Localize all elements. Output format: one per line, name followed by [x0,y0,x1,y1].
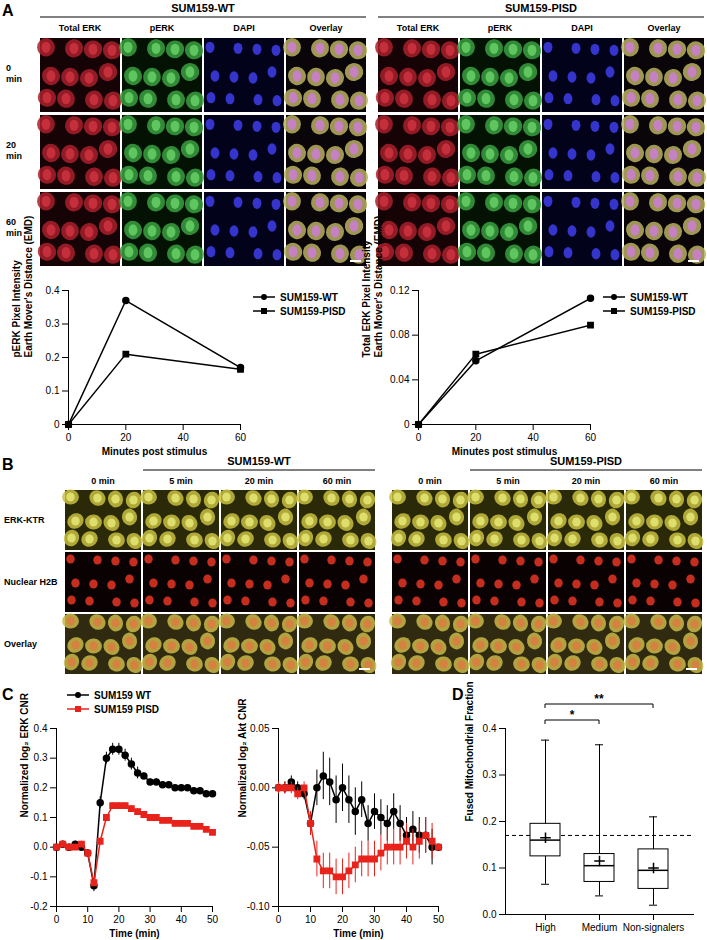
svg-text:0: 0 [66,432,72,443]
svg-text:0.2: 0.2 [46,352,60,363]
svg-text:0.1: 0.1 [34,812,48,823]
svg-text:SUM159-WT: SUM159-WT [227,455,291,467]
svg-text:*: * [570,708,575,722]
svg-text:10: 10 [82,914,94,925]
svg-text:Overlay: Overlay [4,639,37,649]
svg-text:D: D [452,686,464,703]
svg-text:0.2: 0.2 [483,816,497,827]
svg-text:Time (min): Time (min) [109,928,159,939]
svg-text:0 min: 0 min [418,476,442,486]
svg-text:20: 20 [470,432,482,443]
svg-text:0.2: 0.2 [34,782,48,793]
svg-text:0.00: 0.00 [250,782,270,793]
svg-text:0.4: 0.4 [483,723,497,734]
svg-text:pERK: pERK [488,23,513,33]
svg-text:-0.2: -0.2 [30,901,48,912]
svg-text:-0.05: -0.05 [247,841,270,852]
svg-text:0.12: 0.12 [390,285,410,296]
svg-text:Minutes post stimulus: Minutes post stimulus [452,446,558,457]
svg-text:50: 50 [207,914,219,925]
svg-text:Medium: Medium [582,922,618,933]
svg-text:20 min: 20 min [245,476,274,486]
svg-text:20: 20 [113,914,125,925]
svg-text:C: C [2,686,14,703]
svg-text:0 min: 0 min [91,476,115,486]
svg-text:-0.10: -0.10 [247,901,270,912]
svg-text:Overlay: Overlay [309,23,342,33]
html-text:SUM159-PISD: SUM159-PISD [630,305,696,317]
svg-text:Nuclear H2B: Nuclear H2B [4,577,58,587]
svg-text:40: 40 [178,432,190,443]
svg-text:20min: 20min [6,140,22,161]
svg-text:Time (min): Time (min) [333,928,383,939]
svg-text:SUM159-PISD: SUM159-PISD [505,2,577,14]
svg-text:SUM159-PISD: SUM159-PISD [550,455,622,467]
svg-text:0.05: 0.05 [250,723,270,734]
svg-text:5 min: 5 min [169,476,193,486]
svg-text:20: 20 [337,914,349,925]
html-text:SUM159 WT: SUM159 WT [94,689,152,701]
html-text:SUM159-WT: SUM159-WT [630,291,688,303]
svg-text:0: 0 [404,419,410,430]
svg-text:0.3: 0.3 [483,769,497,780]
svg-text:40: 40 [401,914,413,925]
svg-text:Total ERK: Total ERK [59,23,102,33]
svg-text:pERK Pixel IntensityEarth Move: pERK Pixel IntensityEarth Mover's Distan… [11,216,34,358]
svg-text:-0.1: -0.1 [30,871,48,882]
svg-text:0.3: 0.3 [46,318,60,329]
svg-text:A: A [2,2,14,19]
svg-text:40: 40 [528,432,540,443]
svg-text:Minutes post stimulus: Minutes post stimulus [102,446,208,457]
svg-text:Total ERK Pixel IntensityEarth: Total ERK Pixel IntensityEarth Mover's D… [361,216,384,358]
svg-text:50: 50 [433,914,445,925]
svg-text:Total ERK: Total ERK [397,23,440,33]
svg-text:DAPI: DAPI [571,23,593,33]
svg-text:30: 30 [145,914,157,925]
svg-text:20 min: 20 min [572,476,601,486]
svg-text:0: 0 [54,419,60,430]
svg-text:60 min: 60 min [650,476,679,486]
svg-text:Non-signalers: Non-signalers [623,922,685,933]
html-text:SUM159-PISD: SUM159-PISD [280,305,346,317]
svg-text:High: High [535,922,556,933]
svg-text:10: 10 [305,914,317,925]
svg-text:SUM159-WT: SUM159-WT [171,2,235,14]
svg-text:0.4: 0.4 [46,285,60,296]
svg-text:0min: 0min [6,63,22,84]
svg-text:Normalized log₂ ERK CNR: Normalized log₂ ERK CNR [19,692,30,817]
svg-text:0.3: 0.3 [34,752,48,763]
svg-text:60 min: 60 min [323,476,352,486]
svg-text:20: 20 [120,432,132,443]
svg-text:0: 0 [276,914,282,925]
svg-text:DAPI: DAPI [233,23,255,33]
svg-text:60: 60 [235,432,247,443]
svg-text:40: 40 [176,914,188,925]
svg-text:5 min: 5 min [496,476,520,486]
svg-text:0.04: 0.04 [390,374,410,385]
svg-text:0: 0 [54,914,60,925]
svg-text:0.1: 0.1 [46,385,60,396]
svg-text:**: ** [594,692,604,706]
svg-text:0.0: 0.0 [34,841,48,852]
svg-text:0: 0 [416,432,422,443]
svg-text:60min: 60min [6,217,22,238]
svg-text:30: 30 [369,914,381,925]
svg-text:0.08: 0.08 [390,329,410,340]
svg-text:Fused Mitochondrial Fraction: Fused Mitochondrial Fraction [464,681,475,821]
svg-text:pERK: pERK [150,23,175,33]
svg-text:Overlay: Overlay [647,23,680,33]
svg-text:B: B [2,456,14,473]
svg-text:ERK-KTR: ERK-KTR [4,515,45,525]
svg-text:Normalized log₂ Akt CNR: Normalized log₂ Akt CNR [237,698,248,818]
svg-text:0.1: 0.1 [483,862,497,873]
svg-text:0.4: 0.4 [34,723,48,734]
svg-text:0.0: 0.0 [483,909,497,920]
html-text:SUM159-WT: SUM159-WT [280,291,338,303]
html-text:SUM159 PISD: SUM159 PISD [94,703,159,715]
svg-text:60: 60 [585,432,597,443]
